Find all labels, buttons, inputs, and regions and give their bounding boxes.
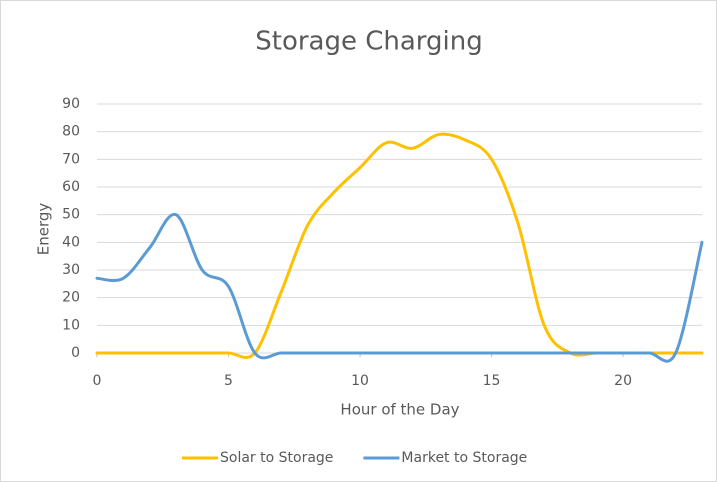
y-tick-label: 40 bbox=[62, 234, 80, 250]
y-tick-label: 60 bbox=[62, 179, 80, 195]
x-tick-label: 20 bbox=[614, 373, 632, 389]
y-tick-label: 20 bbox=[62, 290, 80, 306]
y-tick-label: 0 bbox=[71, 345, 80, 361]
x-tick-label: 10 bbox=[351, 373, 369, 389]
y-tick-label: 70 bbox=[62, 151, 80, 167]
y-axis-label: Energy bbox=[35, 203, 53, 256]
legend-label: Market to Storage bbox=[401, 450, 527, 466]
x-tick-label: 5 bbox=[224, 373, 233, 389]
y-tick-label: 30 bbox=[62, 262, 80, 278]
chart-title: Storage Charging bbox=[255, 27, 483, 57]
series-line bbox=[95, 213, 704, 363]
y-tick-label: 90 bbox=[62, 96, 80, 112]
legend-label: Solar to Storage bbox=[220, 450, 333, 466]
x-tick-label: 0 bbox=[93, 373, 102, 389]
y-tick-label: 10 bbox=[62, 317, 80, 333]
y-tick-label: 80 bbox=[62, 124, 80, 140]
x-axis-label: Hour of the Day bbox=[340, 401, 459, 419]
y-tick-label: 50 bbox=[62, 207, 80, 223]
x-tick-label: 15 bbox=[483, 373, 501, 389]
